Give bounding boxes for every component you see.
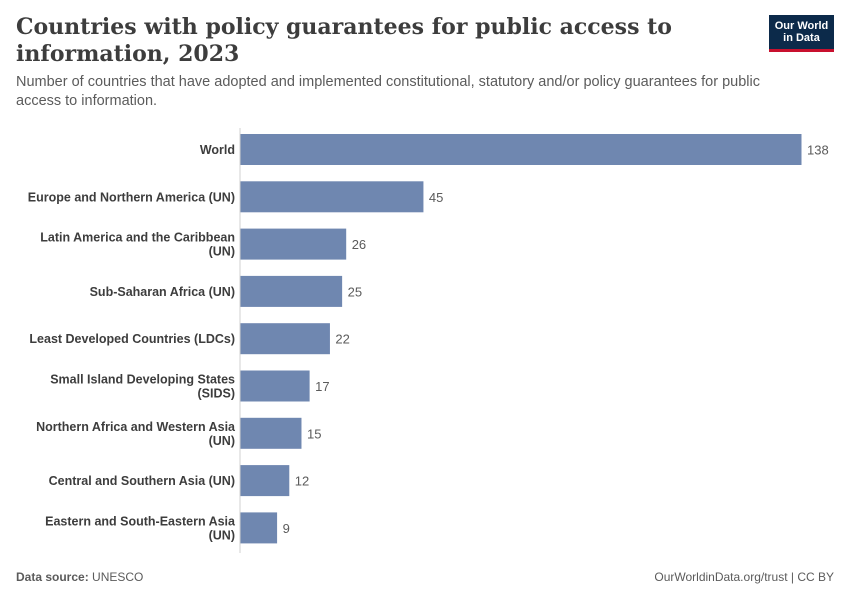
license-link[interactable]: OurWorldinData.org/trust | CC BY (654, 570, 834, 584)
bar[interactable] (240, 181, 424, 213)
bar[interactable] (240, 465, 290, 497)
bar[interactable] (240, 275, 343, 307)
category-label-line: Latin America and the Caribbean (40, 231, 235, 245)
category-label: Eastern and South-Eastern Asia (UN) (45, 514, 236, 542)
category-label: Sub-Saharan Africa (UN) (90, 285, 235, 299)
bar-value-label: 25 (348, 284, 362, 299)
category-label: Central and Southern Asia (UN) (49, 474, 235, 488)
bar[interactable] (240, 228, 347, 260)
bar[interactable] (240, 370, 310, 402)
category-label: World (200, 143, 235, 157)
owid-logo[interactable]: Our World in Data (769, 15, 834, 52)
category-label-line: World (200, 143, 235, 157)
bar[interactable] (240, 512, 278, 544)
bar-value-label: 138 (807, 143, 829, 158)
category-label: Northern Africa and Western Asia (UN) (36, 420, 236, 448)
category-label: Small Island Developing States (SIDS) (50, 373, 235, 401)
data-source-value[interactable]: UNESCO (92, 570, 144, 584)
data-source-label: Data source: (16, 570, 89, 584)
category-label: Least Developed Countries (LDCs) (29, 332, 235, 346)
chart-subtitle: Number of countries that have adopted an… (16, 74, 760, 109)
category-label: Europe and Northern America (UN) (28, 190, 235, 204)
category-label-line: Europe and Northern America (UN) (28, 190, 235, 204)
category-label-line: Eastern and South-Eastern Asia (45, 514, 236, 528)
chart-title: Countries with policy guarantees for pub… (16, 14, 672, 67)
bar[interactable] (240, 134, 802, 165)
category-label-line: (UN) (209, 528, 235, 542)
category-label-line: Central and Southern Asia (UN) (49, 474, 235, 488)
bar[interactable] (240, 323, 330, 355)
bar[interactable] (240, 417, 302, 449)
bar-value-label: 22 (335, 332, 349, 347)
bar-value-label: 17 (315, 379, 329, 394)
bar-value-label: 26 (352, 237, 366, 252)
category-label-line: (SIDS) (198, 387, 236, 401)
logo-line-2: in Data (783, 32, 820, 44)
category-label-line: Small Island Developing States (50, 373, 235, 387)
bar-value-label: 9 (283, 521, 290, 536)
category-label-line: (UN) (209, 245, 235, 259)
category-label-line: Northern Africa and Western Asia (36, 420, 236, 434)
bar-value-label: 12 (295, 474, 309, 489)
bar-value-label: 45 (429, 190, 443, 205)
data-source: Data source: UNESCO (16, 570, 143, 584)
category-label-line: Least Developed Countries (LDCs) (29, 332, 235, 346)
category-label-line: (UN) (209, 434, 235, 448)
category-label-line: Sub-Saharan Africa (UN) (90, 285, 235, 299)
logo-line-1: Our World (774, 20, 829, 32)
category-label: Latin America and the Caribbean (UN) (40, 231, 235, 259)
bar-value-label: 15 (307, 426, 321, 441)
